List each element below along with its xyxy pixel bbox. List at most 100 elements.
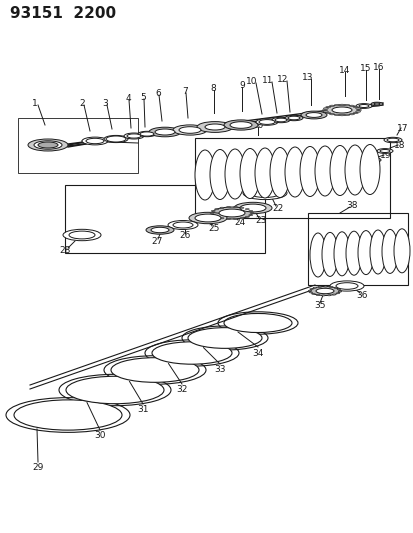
Ellipse shape (124, 133, 144, 139)
Ellipse shape (223, 120, 257, 130)
Ellipse shape (325, 112, 330, 114)
Ellipse shape (333, 287, 337, 288)
Ellipse shape (332, 294, 335, 295)
Text: 8: 8 (210, 84, 215, 93)
Text: 16: 16 (373, 62, 384, 71)
Ellipse shape (14, 400, 122, 430)
Text: 33: 33 (214, 366, 225, 375)
Ellipse shape (255, 119, 277, 125)
Ellipse shape (195, 214, 221, 222)
Ellipse shape (329, 281, 363, 291)
Text: 31: 31 (137, 406, 148, 415)
Ellipse shape (321, 295, 325, 296)
Text: 30: 30 (94, 432, 105, 440)
Ellipse shape (240, 149, 259, 198)
Ellipse shape (214, 208, 218, 210)
Ellipse shape (233, 203, 271, 214)
Ellipse shape (152, 342, 231, 364)
Ellipse shape (209, 212, 214, 214)
Ellipse shape (379, 149, 389, 152)
Ellipse shape (331, 107, 351, 113)
Ellipse shape (312, 287, 316, 288)
Ellipse shape (211, 207, 252, 219)
Ellipse shape (317, 286, 321, 287)
Ellipse shape (154, 129, 175, 135)
Ellipse shape (311, 293, 315, 295)
Ellipse shape (352, 112, 357, 114)
Ellipse shape (211, 210, 215, 212)
Ellipse shape (337, 290, 341, 292)
Ellipse shape (254, 148, 274, 198)
Ellipse shape (337, 291, 341, 292)
Ellipse shape (168, 221, 197, 230)
Ellipse shape (349, 114, 354, 115)
Ellipse shape (357, 231, 373, 274)
Ellipse shape (259, 119, 274, 124)
Ellipse shape (335, 293, 339, 294)
Ellipse shape (349, 105, 354, 107)
Ellipse shape (214, 216, 218, 217)
Ellipse shape (324, 105, 358, 115)
Ellipse shape (66, 376, 164, 403)
Text: 5: 5 (140, 93, 145, 101)
Ellipse shape (104, 135, 128, 143)
Ellipse shape (339, 104, 344, 106)
Text: 11: 11 (261, 76, 273, 85)
Ellipse shape (28, 139, 68, 151)
Text: 36: 36 (356, 290, 367, 300)
Text: 18: 18 (393, 141, 405, 149)
Ellipse shape (284, 147, 304, 197)
Text: 28: 28 (59, 246, 71, 254)
Bar (18, 118, 138, 173)
Ellipse shape (322, 109, 327, 111)
Ellipse shape (358, 104, 368, 108)
Ellipse shape (323, 108, 328, 109)
Ellipse shape (321, 232, 337, 277)
Ellipse shape (327, 295, 330, 296)
Text: 17: 17 (396, 124, 408, 133)
Ellipse shape (308, 292, 312, 293)
Ellipse shape (328, 286, 332, 287)
Ellipse shape (373, 103, 379, 105)
Bar (307, 213, 407, 285)
Ellipse shape (323, 111, 328, 112)
Text: 4: 4 (125, 93, 131, 102)
Ellipse shape (336, 289, 340, 290)
Ellipse shape (335, 282, 357, 289)
Ellipse shape (344, 145, 364, 195)
Ellipse shape (316, 294, 319, 296)
Text: 34: 34 (252, 349, 263, 358)
Ellipse shape (309, 288, 313, 289)
Text: 6: 6 (155, 88, 161, 98)
Ellipse shape (339, 114, 344, 116)
Text: 2: 2 (79, 99, 85, 108)
Text: 14: 14 (339, 66, 350, 75)
Ellipse shape (305, 112, 321, 117)
Text: 15: 15 (359, 63, 371, 72)
Ellipse shape (209, 149, 230, 199)
Ellipse shape (34, 141, 62, 149)
Ellipse shape (204, 124, 224, 130)
Ellipse shape (240, 204, 266, 212)
Text: 24: 24 (234, 217, 245, 227)
Ellipse shape (63, 229, 101, 241)
Text: 21: 21 (335, 181, 347, 190)
Ellipse shape (355, 103, 371, 108)
Ellipse shape (381, 229, 397, 273)
Ellipse shape (329, 146, 349, 196)
Ellipse shape (195, 150, 214, 200)
Ellipse shape (249, 212, 254, 214)
Ellipse shape (106, 136, 126, 142)
Ellipse shape (269, 148, 289, 198)
Ellipse shape (151, 227, 169, 233)
Ellipse shape (359, 144, 379, 195)
Ellipse shape (352, 106, 357, 108)
Ellipse shape (245, 208, 249, 210)
Text: 38: 38 (345, 200, 357, 209)
Ellipse shape (274, 118, 286, 122)
Ellipse shape (111, 358, 199, 382)
Text: 29: 29 (32, 464, 44, 472)
Ellipse shape (344, 104, 349, 106)
Text: 20: 20 (252, 120, 263, 130)
Ellipse shape (345, 231, 361, 275)
